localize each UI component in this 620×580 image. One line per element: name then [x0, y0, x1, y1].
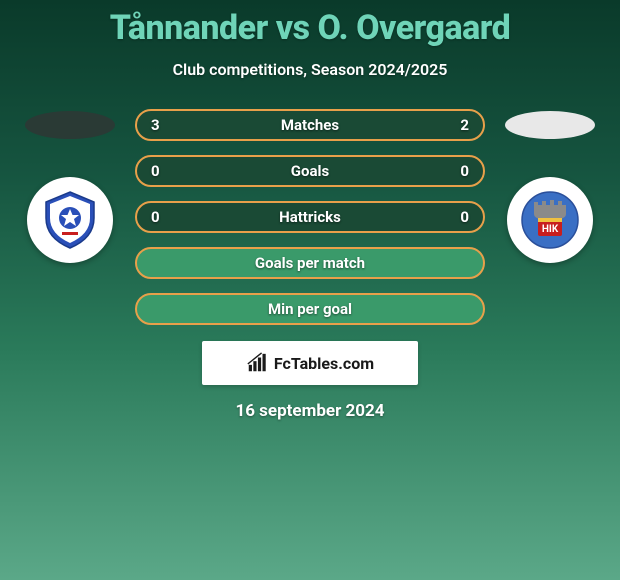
left-ellipse: [25, 111, 115, 139]
date-label: 16 september 2024: [0, 401, 620, 421]
stat-row-goals: 0 Goals 0: [135, 155, 485, 187]
stats-bars: 3 Matches 2 0 Goals 0 0 Hattricks 0 Goal…: [135, 109, 485, 325]
stat-left-value: 0: [151, 162, 191, 180]
left-crest: [27, 177, 113, 263]
stat-label: Goals per match: [191, 254, 429, 272]
brand-label: FcTables.com: [274, 354, 374, 373]
right-side: HIK: [500, 109, 600, 263]
stat-left-value: 0: [151, 208, 191, 226]
brand-box[interactable]: FcTables.com: [202, 341, 418, 385]
right-ellipse: [505, 111, 595, 139]
stat-row-matches: 3 Matches 2: [135, 109, 485, 141]
stat-right-value: 0: [429, 208, 469, 226]
subtitle: Club competitions, Season 2024/2025: [0, 60, 620, 79]
stat-label: Goals: [191, 162, 429, 180]
stat-right-value: 0: [429, 162, 469, 180]
left-crest-icon: [38, 188, 102, 252]
stat-left-value: 3: [151, 116, 191, 134]
page-title: Tånnander vs O. Overgaard: [0, 0, 620, 48]
comparison-content: 3 Matches 2 0 Goals 0 0 Hattricks 0 Goal…: [0, 109, 620, 325]
stat-row-gpm: Goals per match: [135, 247, 485, 279]
stat-row-hattricks: 0 Hattricks 0: [135, 201, 485, 233]
stat-label: Matches: [191, 116, 429, 134]
stat-label: Hattricks: [191, 208, 429, 226]
left-side: [20, 109, 120, 263]
svg-text:HIK: HIK: [542, 224, 559, 235]
chart-icon: [246, 352, 268, 374]
right-crest: HIK: [507, 177, 593, 263]
stat-right-value: 2: [429, 116, 469, 134]
stat-label: Min per goal: [191, 300, 429, 318]
stat-row-mpg: Min per goal: [135, 293, 485, 325]
right-crest-icon: HIK: [518, 188, 582, 252]
